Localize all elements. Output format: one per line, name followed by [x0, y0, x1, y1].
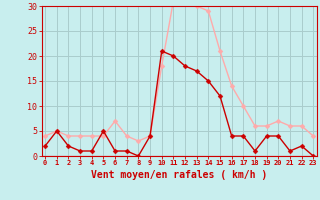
X-axis label: Vent moyen/en rafales ( km/h ): Vent moyen/en rafales ( km/h ) — [91, 170, 267, 180]
